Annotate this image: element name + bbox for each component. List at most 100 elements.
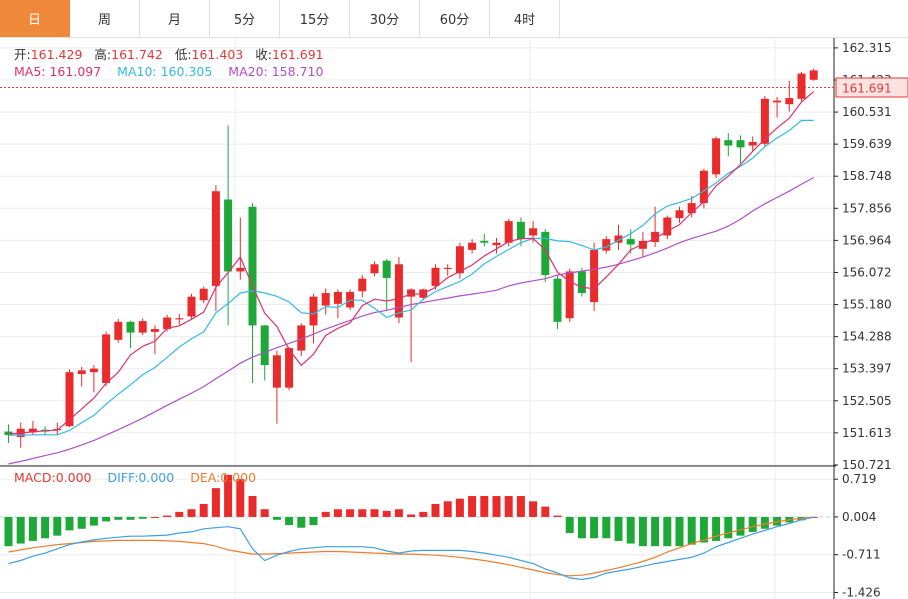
macd-bar xyxy=(736,516,745,536)
macd-bar xyxy=(89,516,98,526)
low-value: 161.403 xyxy=(192,47,244,62)
macd-bar xyxy=(419,511,428,517)
candle-body xyxy=(407,289,416,297)
macd-bar xyxy=(651,516,660,547)
candle xyxy=(663,215,672,240)
candle xyxy=(443,264,452,276)
price-axis: 162.315161.423160.531159.639158.748157.8… xyxy=(834,41,892,472)
current-price-label: 161.691 xyxy=(842,82,892,96)
candle xyxy=(248,203,257,383)
ma5-value: 161.097 xyxy=(49,64,101,79)
macd-bar xyxy=(687,516,696,545)
candle-body xyxy=(28,428,37,433)
candle-body xyxy=(455,246,464,274)
candle xyxy=(492,238,501,254)
macd-bar xyxy=(41,516,50,539)
tab-6[interactable]: 60分 xyxy=(420,0,490,37)
candle xyxy=(809,68,818,81)
candle-body xyxy=(602,239,611,251)
price-tick-label-6: 156.964 xyxy=(842,233,892,247)
tab-7[interactable]: 4时 xyxy=(490,0,560,37)
macd-bar xyxy=(150,516,159,518)
candle xyxy=(553,275,562,330)
ma10-label: MA10: xyxy=(117,64,160,79)
candle xyxy=(321,288,330,315)
candle-body xyxy=(638,240,647,249)
candle xyxy=(565,268,574,322)
macd-value: 0.000 xyxy=(56,470,92,485)
chart-area: 162.315161.423160.531159.639158.748157.8… xyxy=(0,38,908,599)
dea-value: 0.000 xyxy=(220,470,256,485)
candle xyxy=(272,350,281,424)
candle xyxy=(468,239,477,254)
candle xyxy=(114,318,123,343)
candle xyxy=(577,267,586,297)
low-label: 低: xyxy=(175,47,192,62)
macd-tick-label-1: 0.004 xyxy=(842,510,876,524)
price-tick-label-0: 162.315 xyxy=(842,41,892,55)
high-value: 161.742 xyxy=(111,47,163,62)
price-tick-label-12: 151.613 xyxy=(842,426,892,440)
macd-tick-label-3: -1.426 xyxy=(842,585,881,599)
macd-bar xyxy=(480,496,489,517)
macd-bar xyxy=(260,509,269,517)
candle xyxy=(150,325,159,355)
candle-body xyxy=(89,368,98,373)
candle-body xyxy=(199,288,208,301)
macd-bar xyxy=(443,501,452,517)
macd-bar xyxy=(309,516,318,526)
grid xyxy=(0,38,834,599)
ma20-line xyxy=(8,177,814,465)
macd-bar xyxy=(346,509,355,517)
candle-body xyxy=(712,138,721,175)
candle xyxy=(224,125,233,326)
candle xyxy=(285,347,294,391)
close-label: 收: xyxy=(255,47,272,62)
macd-bar xyxy=(492,496,501,517)
tab-2[interactable]: 月 xyxy=(140,0,210,37)
candle-body xyxy=(248,206,257,326)
macd-bar xyxy=(748,516,757,532)
candle xyxy=(175,313,184,325)
macd-bar xyxy=(565,516,574,533)
price-tick-label-10: 153.397 xyxy=(842,362,892,376)
ma10-value: 160.305 xyxy=(161,64,213,79)
tab-5[interactable]: 30分 xyxy=(350,0,420,37)
candle xyxy=(675,206,684,223)
ohlc-info: 开:161.429 高:161.742 低:161.403 收:161.691 xyxy=(14,47,324,62)
close-value: 161.691 xyxy=(272,47,324,62)
candle-body xyxy=(675,210,684,219)
candle xyxy=(687,195,696,218)
macd-bar xyxy=(224,474,233,517)
macd-bar xyxy=(431,503,440,517)
candle xyxy=(138,318,147,336)
candle xyxy=(785,80,794,112)
candle-body xyxy=(553,278,562,322)
candle-body xyxy=(211,191,220,286)
macd-axis: 0.719 0.004 -0.711 -1.426 xyxy=(834,472,881,599)
ma5-label: MA5: xyxy=(14,64,49,79)
candle-body xyxy=(382,260,391,278)
candle-body xyxy=(309,296,318,326)
candle-body xyxy=(272,355,281,388)
candle xyxy=(431,264,440,290)
ma20-value: 158.710 xyxy=(272,64,324,79)
candle xyxy=(773,96,782,118)
tab-1[interactable]: 周 xyxy=(70,0,140,37)
candle-body xyxy=(431,267,440,286)
macd-label: MACD: xyxy=(14,470,56,485)
price-tick-label-3: 159.639 xyxy=(842,137,892,151)
candle-body xyxy=(4,431,13,436)
candle xyxy=(724,132,733,157)
candle-body xyxy=(736,140,745,148)
candle xyxy=(28,420,37,436)
tab-0[interactable]: 日 xyxy=(0,0,70,37)
price-tick-label-13: 150.721 xyxy=(842,458,892,472)
tab-4[interactable]: 15分 xyxy=(280,0,350,37)
price-tick-label-5: 157.856 xyxy=(842,201,892,215)
candle-body xyxy=(480,240,489,243)
ma5-line xyxy=(8,91,815,435)
tab-3[interactable]: 5分 xyxy=(210,0,280,37)
ma-info: MA5: 161.097 MA10: 160.305 MA20: 158.710 xyxy=(14,64,323,79)
candle xyxy=(797,71,806,101)
